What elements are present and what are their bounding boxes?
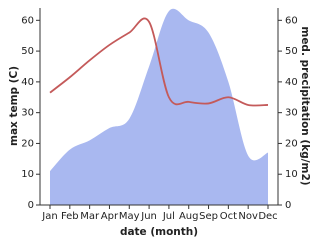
- y-tick-label: 30: [21, 108, 34, 119]
- y2-tick-label: 50: [285, 46, 298, 57]
- x-tick-label: Nov: [238, 211, 258, 222]
- x-tick-label: Mar: [80, 211, 100, 222]
- y2-tick-label: 20: [285, 138, 298, 149]
- x-tick-label: Jun: [140, 211, 157, 222]
- y-axis-label: max temp (C): [8, 66, 20, 146]
- y2-axis-label: med. precipitation (kg/m2): [299, 26, 311, 185]
- x-tick-label: May: [119, 211, 140, 222]
- y-tick-label: 10: [21, 169, 34, 180]
- x-tick-label: Apr: [101, 211, 119, 222]
- precipitation-area: [50, 8, 268, 205]
- y-tick-label: 40: [21, 77, 34, 88]
- y2-tick-label: 30: [285, 108, 298, 119]
- y-tick-label: 20: [21, 138, 34, 149]
- y2-tick-label: 0: [285, 200, 291, 211]
- x-tick-label: Jul: [162, 211, 175, 222]
- y2-tick-label: 40: [285, 77, 298, 88]
- x-tick-label: Sep: [199, 211, 218, 222]
- y-tick-label: 60: [21, 15, 34, 26]
- x-tick-label: Jan: [41, 211, 57, 222]
- y-tick-label: 50: [21, 46, 34, 57]
- y2-tick-label: 10: [285, 169, 298, 180]
- y-tick-label: 0: [28, 200, 34, 211]
- x-tick-label: Feb: [61, 211, 79, 222]
- x-tick-label: Dec: [258, 211, 277, 222]
- x-tick-label: Aug: [179, 211, 199, 222]
- temp-line: [49, 17, 269, 107]
- x-axis-label: date (month): [120, 226, 198, 238]
- y2-tick-label: 60: [285, 15, 298, 26]
- x-tick-label: Oct: [220, 211, 237, 222]
